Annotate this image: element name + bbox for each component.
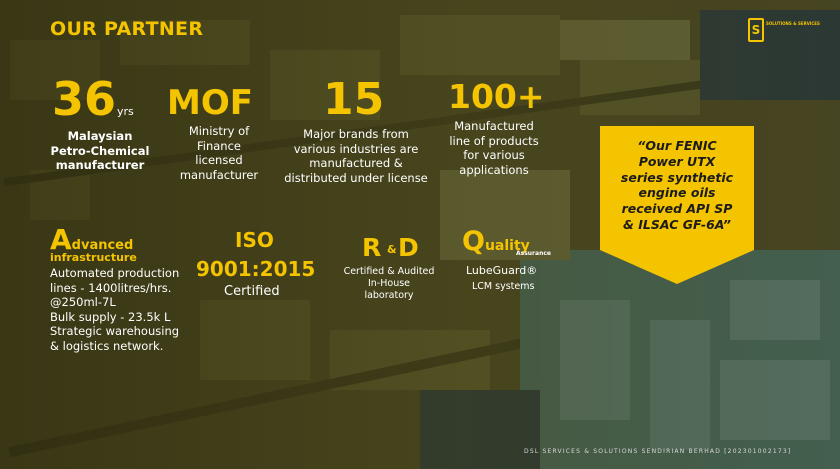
quote-line: engine oils	[638, 185, 716, 201]
logo-text: SOLUTIONS & SERVICES	[766, 21, 820, 26]
stat-products-description: Manufactured line of products for variou…	[434, 119, 554, 178]
desc-line: manufacturer	[179, 168, 259, 183]
logo-mark: S	[748, 18, 764, 42]
stat-mof-value: MOF	[167, 83, 253, 123]
stat-years-number: 36	[52, 72, 117, 126]
desc-line: Malaysian	[67, 129, 133, 143]
stat-brands-value: 15	[323, 74, 385, 125]
award-banner: “Our FENIC Power UTX series synthetic en…	[600, 126, 754, 284]
desc-line: licensed	[195, 153, 243, 168]
banner-quote: “Our FENIC Power UTX series synthetic en…	[606, 138, 748, 233]
stat-brands-description: Major brands from various industries are…	[264, 127, 448, 186]
desc-line: distributed under license	[284, 171, 428, 186]
rd-description: Certified & Audited In-House laboratory	[334, 266, 444, 302]
quality-caption: LCM systems	[472, 281, 535, 292]
advanced-heading: Advanced	[50, 226, 133, 254]
desc-line: Automated production	[50, 266, 180, 280]
stat-products-value: 100+	[448, 77, 545, 116]
desc-line: Ministry of	[188, 124, 250, 138]
stat-mof-description: Ministry of Finance licensed manufacture…	[166, 124, 272, 183]
desc-line: Certified & Audited	[343, 266, 435, 277]
company-logo: S SOLUTIONS & SERVICES	[748, 18, 828, 42]
desc-line: Petro-Chemical	[50, 143, 150, 158]
desc-line: applications	[459, 163, 529, 178]
quality-assurance-label: Assurance	[516, 250, 551, 257]
iso-standard: 9001:2015	[196, 257, 316, 281]
stat-years-description: Malaysian Petro-Chemical manufacturer	[40, 129, 160, 173]
advanced-subheading: infrastructure	[50, 251, 137, 264]
advanced-initial: A	[50, 223, 72, 256]
desc-line: laboratory	[364, 290, 414, 302]
desc-line: lines - 1400litres/hrs.	[50, 280, 172, 295]
footer-company-name: DSL SERVICES & SOLUTIONS SENDIRIAN BERHA…	[524, 448, 792, 455]
quote-line: received API SP	[621, 201, 733, 216]
rd-letter-r: R	[362, 233, 382, 262]
quote-line: & ILSAC GF-6A”	[623, 216, 731, 232]
stat-years-value: 36yrs	[52, 76, 134, 122]
desc-line: line of products	[449, 133, 539, 148]
desc-line: Strategic warehousing	[50, 324, 180, 339]
rd-letter-d: D	[398, 233, 419, 262]
desc-line: Bulk supply - 23.5k L	[50, 309, 171, 324]
rd-ampersand: &	[387, 243, 397, 256]
quote-line: “Our FENIC	[637, 138, 717, 153]
quality-product: LubeGuard®	[466, 264, 538, 277]
iso-heading: ISO	[235, 228, 274, 252]
advanced-rest: dvanced	[71, 238, 134, 253]
advanced-description: Automated production lines - 1400litres/…	[50, 266, 210, 354]
desc-line: manufactured &	[309, 156, 403, 171]
desc-line: Manufactured	[454, 119, 534, 133]
iso-caption: Certified	[224, 284, 280, 299]
desc-line: Finance	[197, 138, 241, 153]
quality-initial: Q	[462, 226, 485, 257]
quality-heading: Quality	[462, 228, 530, 255]
desc-line: & logistics network.	[50, 338, 164, 353]
page-title: OUR PARTNER	[50, 18, 204, 40]
stat-years-suffix: yrs	[117, 105, 134, 118]
banner-shape	[600, 126, 754, 284]
quote-line: series synthetic	[620, 169, 734, 185]
quality-rest: uality	[484, 238, 530, 254]
desc-line: In-House	[367, 278, 411, 290]
desc-line: various industries are	[293, 141, 419, 156]
desc-line: manufacturer	[55, 158, 145, 173]
desc-line: Major brands from	[303, 127, 409, 141]
desc-line: @250ml-7L	[50, 295, 116, 310]
quote-line: Power UTX	[638, 153, 716, 169]
desc-line: for various	[463, 148, 525, 163]
